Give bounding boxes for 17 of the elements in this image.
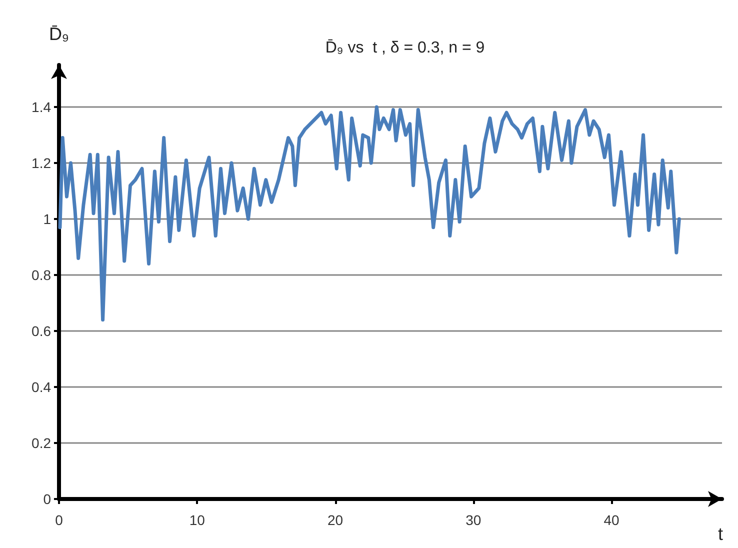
x-tick-label: 0 (55, 512, 64, 528)
y-tick-label: 0 (43, 491, 52, 507)
chart-title: D̄₉ vs t , δ = 0.3, n = 9 (325, 39, 485, 56)
y-axis-title: D̄₉ (48, 24, 70, 44)
x-axis-title: t (718, 524, 724, 544)
x-tick-label: 10 (189, 512, 206, 528)
y-tick-label: 1.2 (32, 155, 52, 171)
x-tick-label: 30 (466, 512, 482, 528)
y-tick-label: 0.2 (32, 435, 52, 451)
line-series (58, 105, 681, 322)
y-tick-label: 0.4 (32, 379, 52, 395)
x-tick-label: 20 (327, 512, 344, 528)
y-tick-label: 1.4 (32, 99, 52, 115)
y-tick-label: 1 (43, 211, 52, 227)
x-tick-label: 40 (604, 512, 620, 528)
y-tick-label: 0.6 (32, 323, 52, 339)
y-tick-label: 0.8 (32, 267, 52, 283)
